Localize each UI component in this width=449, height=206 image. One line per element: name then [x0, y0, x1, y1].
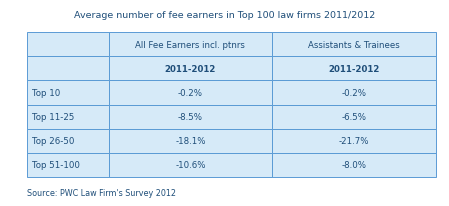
Bar [109, 81, 272, 105]
Text: -8.5%: -8.5% [178, 113, 203, 122]
Bar [109, 105, 272, 129]
Text: -21.7%: -21.7% [339, 137, 369, 146]
Bar [272, 129, 436, 153]
Text: Assistants & Trainees: Assistants & Trainees [308, 41, 400, 49]
Text: Average number of fee earners in Top 100 law firms 2011/2012: Average number of fee earners in Top 100… [74, 11, 375, 20]
Text: -18.1%: -18.1% [175, 137, 206, 146]
Text: 2011-2012: 2011-2012 [328, 64, 379, 74]
Text: Top 26-50: Top 26-50 [32, 137, 75, 146]
Text: -10.6%: -10.6% [175, 161, 206, 170]
Bar [109, 33, 272, 57]
Bar [272, 81, 436, 105]
Bar [272, 57, 436, 81]
Bar [109, 57, 272, 81]
Bar [27, 153, 109, 177]
Text: -0.2%: -0.2% [341, 89, 366, 97]
Text: -6.5%: -6.5% [341, 113, 366, 122]
Bar [27, 129, 109, 153]
Bar [27, 105, 109, 129]
Text: -0.2%: -0.2% [178, 89, 203, 97]
Bar [109, 129, 272, 153]
Text: Top 10: Top 10 [32, 89, 61, 97]
Bar [272, 153, 436, 177]
Text: Top 51-100: Top 51-100 [32, 161, 80, 170]
Bar [27, 33, 109, 57]
Bar [109, 153, 272, 177]
Text: Top 11-25: Top 11-25 [32, 113, 75, 122]
Text: 2011-2012: 2011-2012 [165, 64, 216, 74]
Text: All Fee Earners incl. ptnrs: All Fee Earners incl. ptnrs [136, 41, 245, 49]
Bar [272, 33, 436, 57]
Text: -8.0%: -8.0% [341, 161, 366, 170]
Bar [27, 81, 109, 105]
Text: Source: PWC Law Firm's Survey 2012: Source: PWC Law Firm's Survey 2012 [27, 188, 176, 197]
Bar [27, 57, 109, 81]
Bar [272, 105, 436, 129]
